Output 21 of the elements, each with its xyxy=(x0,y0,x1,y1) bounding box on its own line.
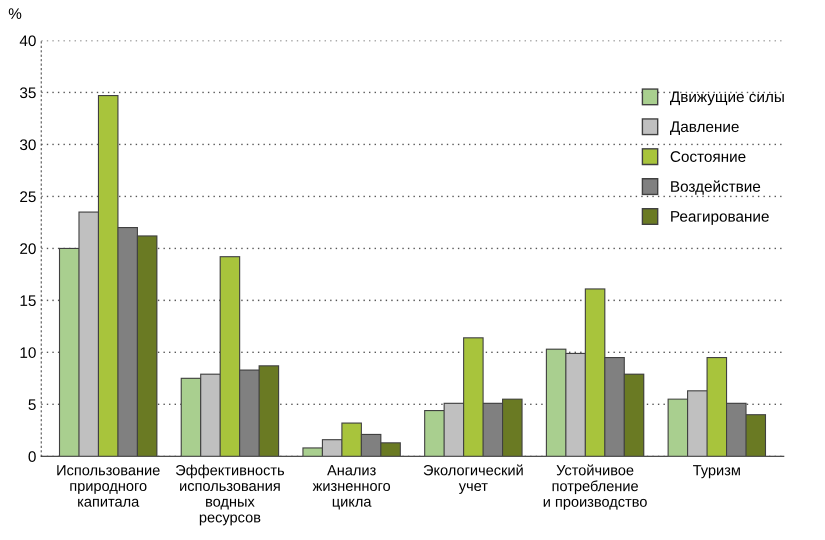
y-tick-label: 5 xyxy=(28,399,36,410)
x-tick-label: Анализ жизненного цикла xyxy=(312,465,390,510)
x-tick-label: Устойчивое потребление и производство xyxy=(544,464,647,510)
y-tick-label: 15 xyxy=(20,295,36,306)
y-axis-title: % xyxy=(8,8,22,19)
y-tick-label: 35 xyxy=(20,87,36,98)
y-tick-label: 25 xyxy=(20,191,36,202)
y-tick-label: 10 xyxy=(20,347,36,358)
x-tick-label: Экологический учет xyxy=(424,464,523,494)
x-tick-label: Использование природного капитала xyxy=(57,465,160,507)
legend-label: Реагирование xyxy=(671,211,769,225)
legend-label: Воздействие xyxy=(671,180,760,195)
legend-label: Давление xyxy=(670,121,739,135)
legend-label: Движущие силы xyxy=(670,92,784,106)
y-tick-label: 20 xyxy=(20,243,36,254)
legend-label: Состояние xyxy=(670,151,746,162)
y-tick-label: 30 xyxy=(20,139,36,150)
y-tick-label: 40 xyxy=(20,35,36,46)
y-tick-label: 0 xyxy=(28,451,36,462)
x-tick-label: Туризм xyxy=(693,465,740,478)
x-tick-label: Эффективность использования водных ресурсов xyxy=(176,464,284,526)
